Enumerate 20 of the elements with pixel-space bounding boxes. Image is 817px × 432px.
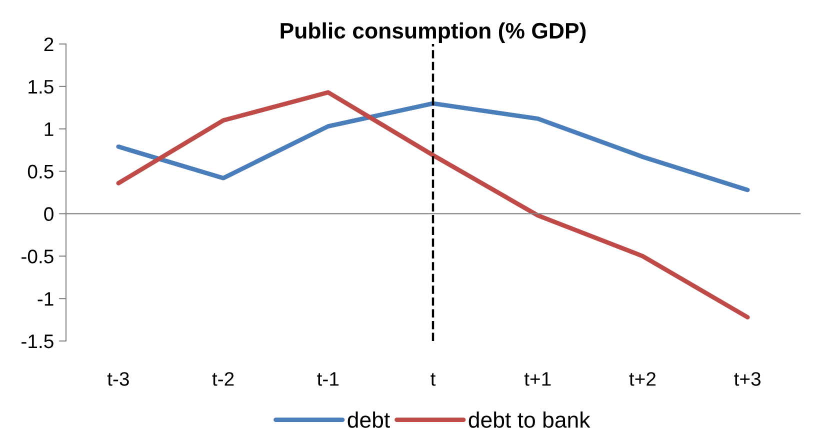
y-tick-label: -1 [38,292,54,306]
line-series [116,90,750,320]
x-tick-label: t-1 [317,372,339,386]
y-tick-label: -0.5 [22,250,54,264]
y-tick-label: -1.5 [22,334,54,348]
line-series [116,101,750,192]
x-tick-label: t-2 [212,372,234,386]
legend-label: debt [348,411,390,428]
legend-label: debt to bank [468,411,590,428]
y-tick-label: 1 [44,122,54,136]
chart-title: Public consumption (% GDP) [280,22,586,44]
y-tick-label: 0.5 [28,164,54,179]
x-tick-label: t-3 [107,372,129,386]
y-tick-label: 0 [44,207,54,221]
x-tick-label: t+3 [734,372,760,386]
x-tick-label: t [430,373,436,386]
x-tick-label: t+2 [629,372,656,386]
y-tick-label: 2 [44,37,54,52]
y-tick-label: 1.5 [28,80,54,94]
x-tick-label: t+1 [524,372,551,386]
